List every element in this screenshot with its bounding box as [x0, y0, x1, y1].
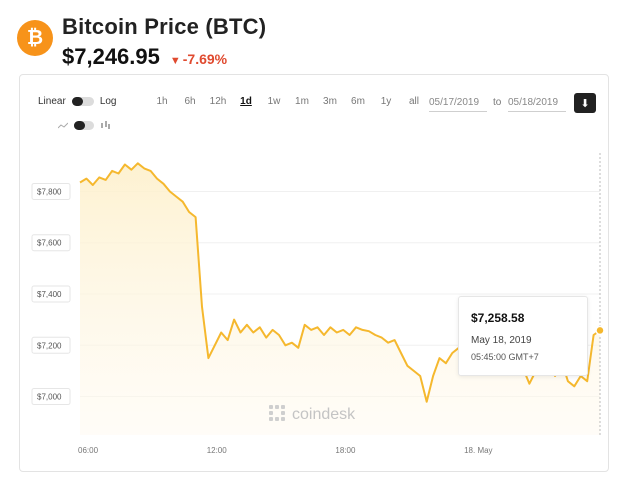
price-tooltip: $7,258.58 May 18, 2019 05:45:00 GMT+7: [458, 296, 588, 376]
range-12h[interactable]: 12h: [209, 96, 227, 107]
x-axis-labels: 06:00 12:00 18:00 18. May: [78, 446, 493, 455]
y-tick-label-box: [31, 285, 71, 303]
range-1m[interactable]: 1m: [295, 96, 309, 107]
hover-point: [595, 325, 605, 336]
price-summary: $7,246.95 ▼ -7.69%: [62, 44, 227, 70]
y-tick-label-box: [31, 388, 71, 406]
scale-toggle[interactable]: [71, 97, 94, 106]
chart-type-toggle-row: [58, 121, 110, 130]
candlestick-icon: [101, 121, 110, 129]
price-change-value: -7.69%: [182, 51, 228, 67]
price-change: ▼ -7.69%: [170, 51, 227, 67]
date-from-input[interactable]: [429, 94, 487, 112]
download-icon: ⬇: [580, 97, 590, 110]
range-6m[interactable]: 6m: [351, 96, 365, 107]
range-1d[interactable]: 1d: [240, 96, 252, 107]
chart-type-toggle[interactable]: [74, 121, 94, 130]
log-label: Log: [99, 96, 117, 107]
x-tick-label: 18:00: [335, 446, 356, 455]
watermark-text: coindesk: [292, 406, 356, 423]
page-title: Bitcoin Price (BTC): [62, 14, 267, 39]
y-tick-label-box: [31, 182, 71, 200]
scale-toggle-row: Linear Log: [38, 96, 117, 107]
range-1y[interactable]: 1y: [380, 96, 392, 107]
range-1w[interactable]: 1w: [267, 96, 281, 107]
tooltip-price: $7,258.58: [471, 311, 525, 325]
line-chart-icon: [58, 122, 68, 128]
date-to-label: to: [493, 97, 502, 108]
y-tick-label: $7,800: [37, 187, 62, 196]
scale-toggle-knob: [71, 97, 83, 106]
y-tick-label: $7,000: [37, 393, 62, 402]
linear-label: Linear: [38, 96, 66, 107]
coindesk-logo-icon: [269, 405, 285, 421]
price-chart[interactable]: $7,000 $7,200 $7,400 $7,600 $7,800 06:00 12:0…: [20, 75, 610, 473]
y-tick-label: $7,600: [37, 239, 62, 248]
down-arrow-icon: ▼: [169, 55, 181, 67]
x-tick-label: 12:00: [207, 446, 228, 455]
tooltip-time: 05:45:00 GMT+7: [471, 352, 539, 362]
x-tick-label: 06:00: [78, 446, 99, 455]
y-tick-label-box: [31, 336, 71, 354]
x-tick-label: 18. May: [464, 446, 492, 455]
coindesk-watermark: coindesk: [269, 405, 356, 423]
y-tick-label-box: [31, 234, 71, 252]
chart-panel: Linear Log 1h 6h 12h 1d 1w 1m 3m 6m 1y a…: [19, 74, 609, 472]
tooltip-date: May 18, 2019: [471, 335, 532, 346]
y-axis-labels: $7,000 $7,200 $7,400 $7,600 $7,800: [31, 182, 71, 406]
range-all[interactable]: all: [408, 96, 419, 107]
chart-type-toggle-knob: [74, 121, 85, 130]
range-3m[interactable]: 3m: [323, 96, 337, 107]
range-6h[interactable]: 6h: [184, 96, 196, 107]
y-tick-label: $7,200: [37, 341, 62, 350]
bitcoin-logo-icon: ₿: [17, 20, 53, 56]
time-range-tabs: 1h 6h 12h 1d 1w 1m 3m 6m 1y all: [148, 96, 428, 107]
range-1h[interactable]: 1h: [156, 96, 168, 107]
current-price: $7,246.95: [62, 44, 160, 69]
date-to-input[interactable]: [508, 94, 566, 112]
download-button[interactable]: ⬇: [574, 93, 596, 113]
y-tick-label: $7,400: [37, 290, 62, 299]
